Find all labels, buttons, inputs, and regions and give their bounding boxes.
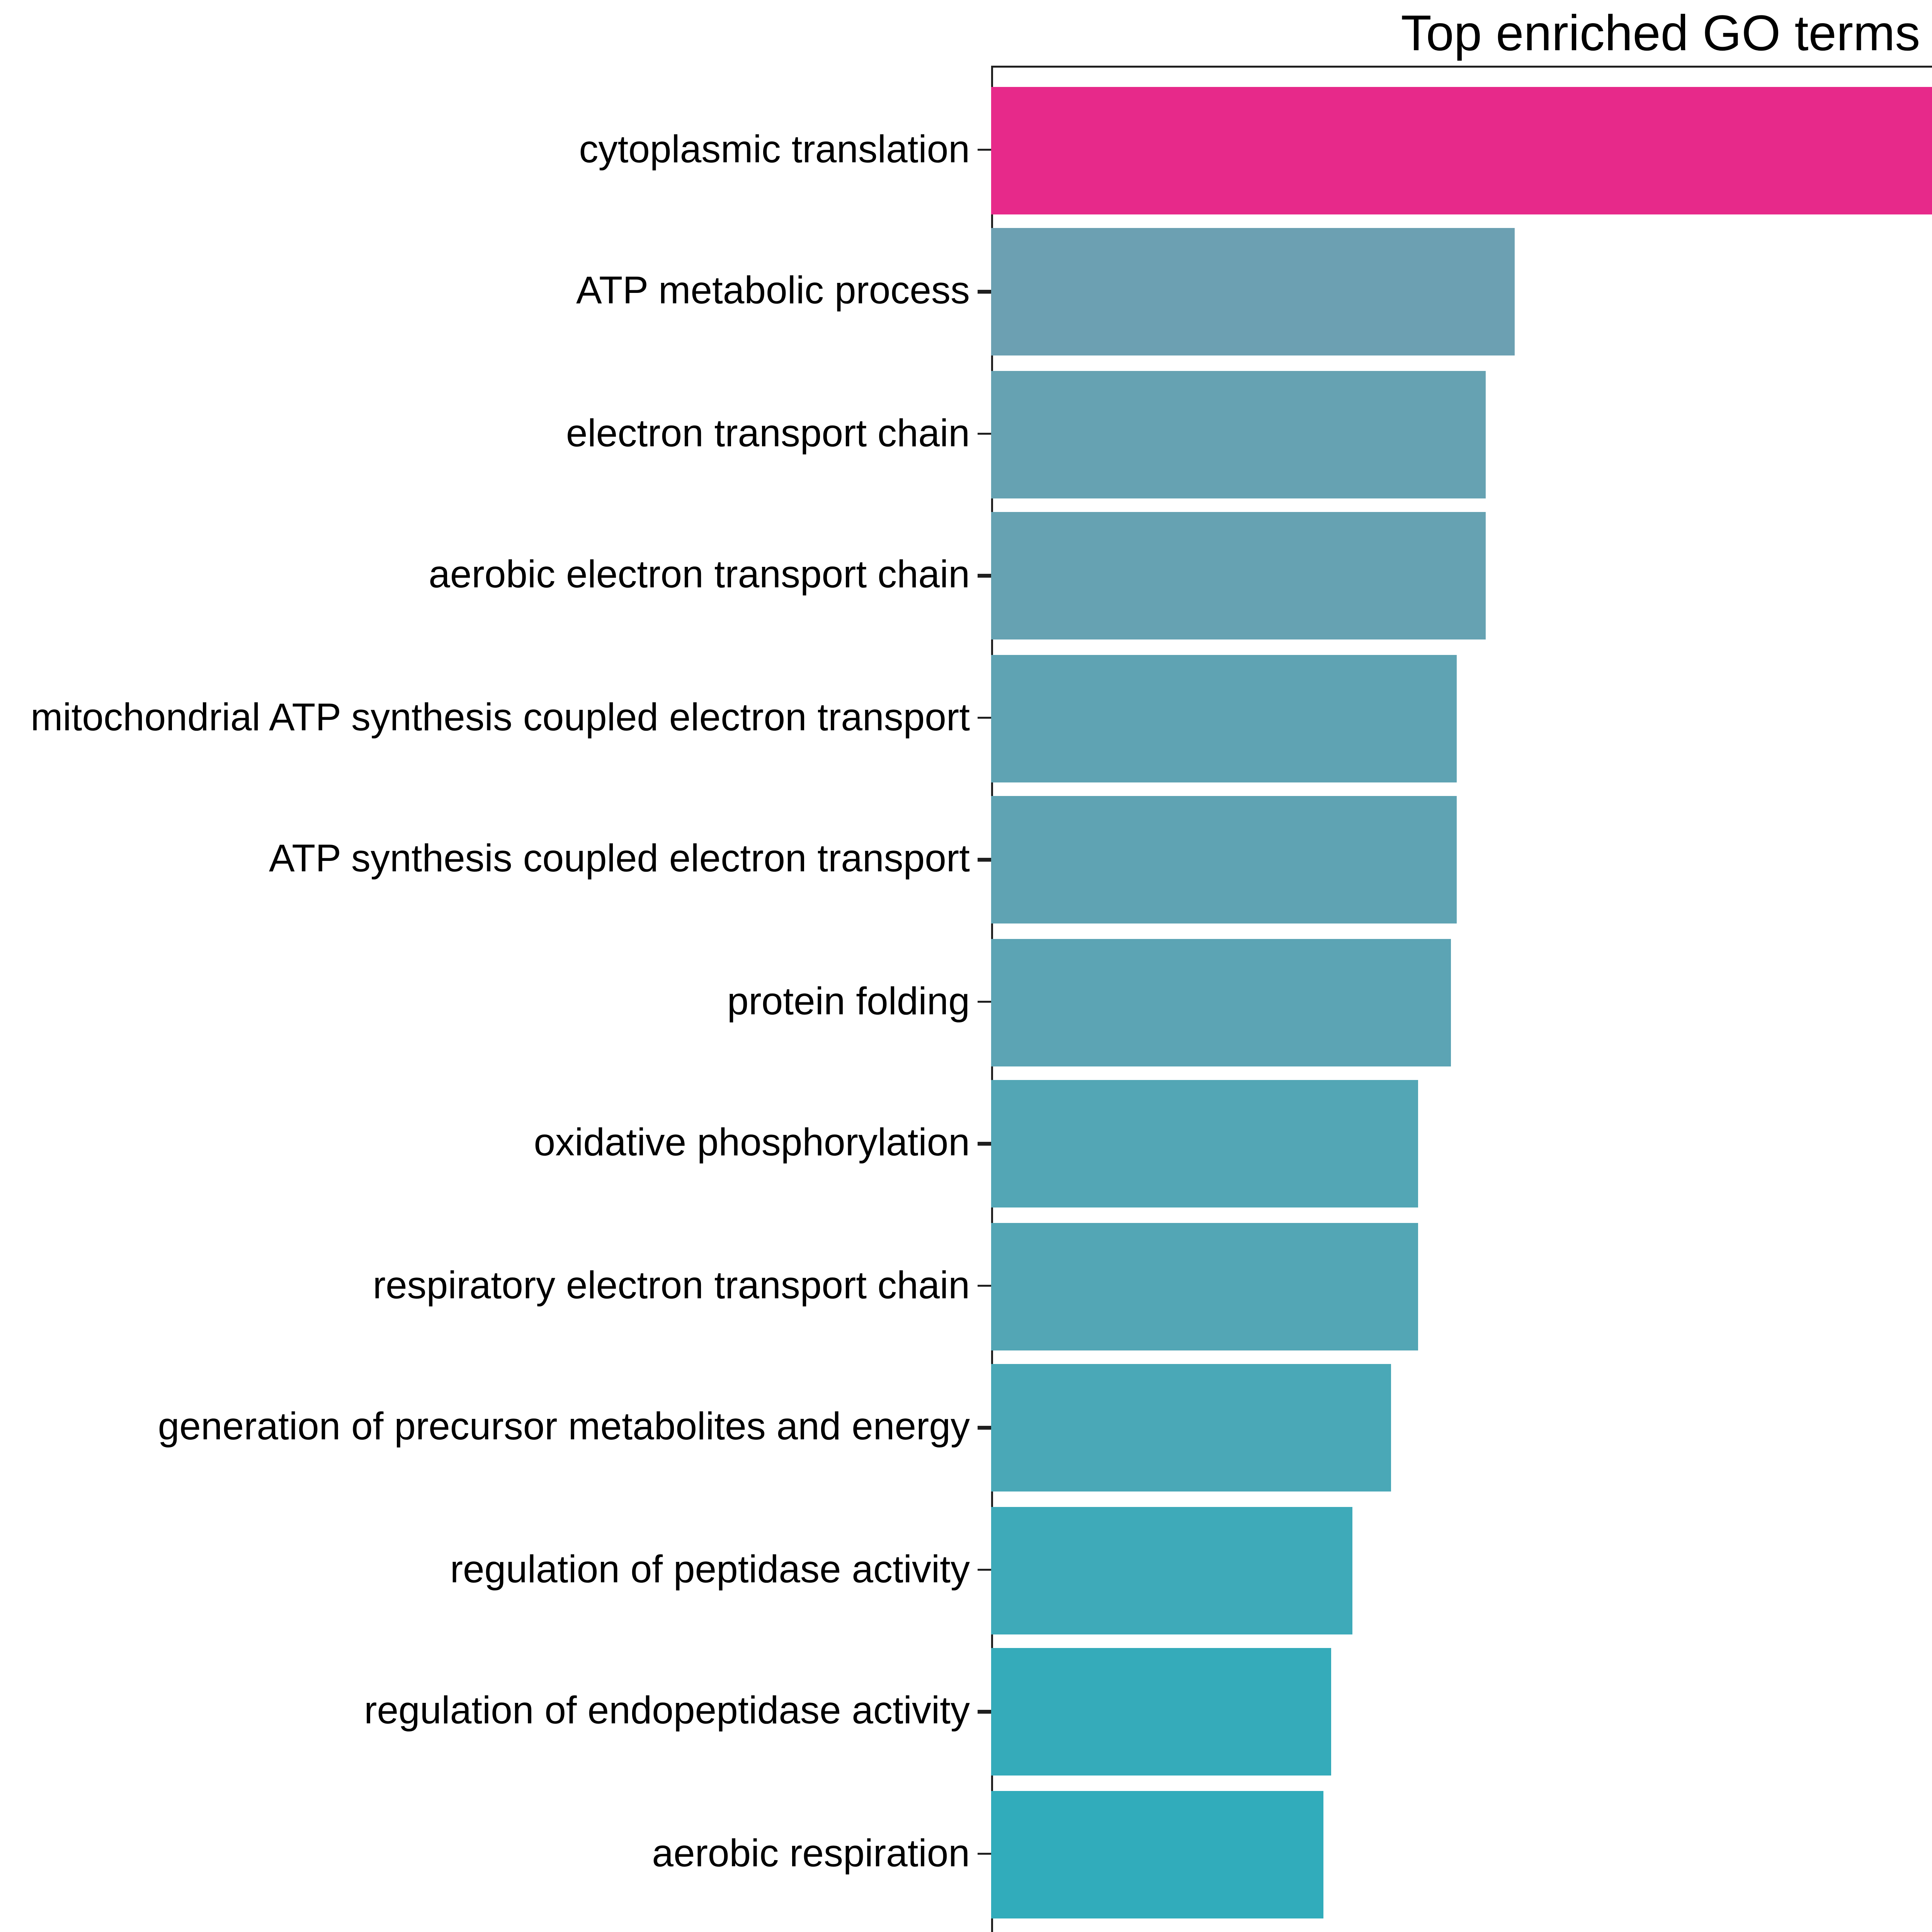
y-tick-mark [976,1568,991,1572]
y-tick-mark [976,290,991,294]
bar [991,1080,1419,1208]
bar [991,86,1932,214]
y-tick-mark [976,716,991,720]
y-tick-mark [976,858,991,862]
y-axis-label: ATP synthesis coupled electron transport [269,838,970,881]
y-axis-label: cytoplasmic translation [579,129,970,172]
bar [991,1790,1323,1918]
bar [991,1222,1419,1350]
y-axis-label: regulation of peptidase activity [450,1549,970,1592]
y-tick-mark [976,1142,991,1146]
chart-title: Top enriched GO terms for SIM [1401,4,1932,62]
y-axis-label: oxidative phosphorylation [534,1122,970,1165]
y-axis-label: respiratory electron transport chain [372,1265,970,1308]
y-tick-mark [976,1284,991,1288]
bar [991,1506,1352,1634]
y-axis-label: aerobic respiration [652,1833,970,1876]
bar [991,228,1514,356]
bar [991,938,1451,1066]
y-tick-mark [976,1000,991,1004]
bar [991,1648,1330,1776]
bar [991,1364,1391,1492]
y-tick-mark [976,432,991,436]
y-axis-label: aerobic electron transport chain [429,554,970,597]
y-axis-label: electron transport chain [566,413,970,456]
bar [991,370,1486,498]
y-axis-label: ATP metabolic process [576,270,970,313]
bar [991,512,1486,640]
bar [991,654,1458,782]
y-tick-mark [976,1852,991,1856]
y-tick-mark [976,148,991,152]
y-axis-label: protein folding [727,981,970,1024]
y-axis-label: regulation of endopeptidase activity [364,1690,970,1733]
y-tick-mark [976,1710,991,1714]
y-tick-mark [976,574,991,578]
y-axis-label: mitochondrial ATP synthesis coupled elec… [31,697,970,740]
y-axis-label: generation of precursor metabolites and … [158,1406,970,1449]
y-tick-mark [976,1426,991,1430]
bar [991,796,1458,924]
